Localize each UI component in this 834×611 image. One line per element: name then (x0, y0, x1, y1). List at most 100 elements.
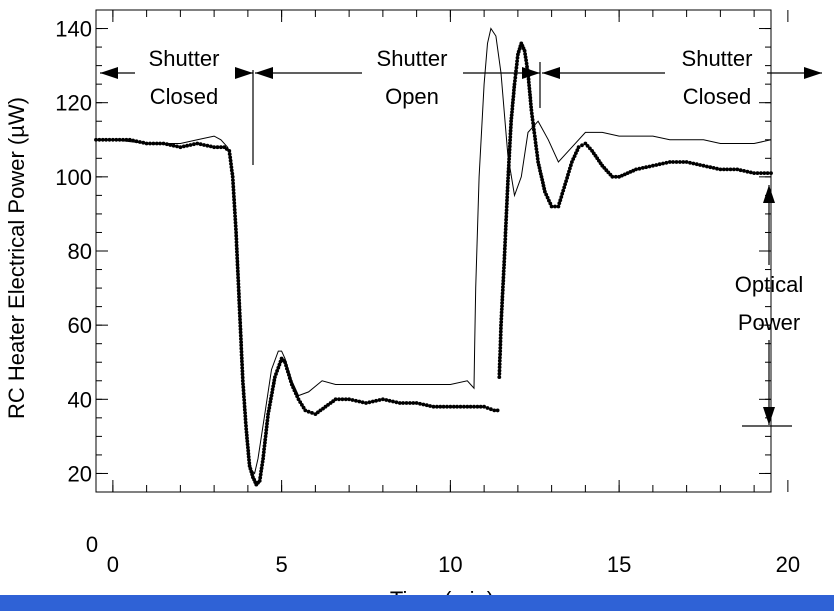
series-layer (94, 27, 773, 487)
series-point (241, 391, 246, 396)
series-point (513, 75, 518, 80)
series-point (583, 141, 588, 146)
plot-border (95, 9, 772, 493)
series-point (500, 301, 504, 305)
series-point (262, 444, 267, 448)
series-point (567, 169, 571, 174)
series-point (705, 164, 709, 169)
series-point (568, 166, 572, 171)
series-point (657, 162, 662, 167)
series-point (238, 330, 243, 335)
series-point (354, 398, 358, 403)
series-point (541, 180, 545, 185)
series-point (235, 256, 240, 261)
series-point (448, 404, 453, 409)
series-point (532, 127, 536, 132)
series-point (574, 151, 578, 156)
series-point (240, 362, 245, 367)
series-point (535, 153, 540, 158)
series-point (234, 237, 239, 241)
series-point (499, 307, 504, 312)
series-point (202, 143, 206, 147)
series-point (512, 88, 516, 93)
series-point (715, 166, 719, 171)
series-point (507, 144, 512, 149)
series-point (158, 141, 163, 146)
series-point (292, 388, 297, 393)
series-point (274, 372, 278, 376)
series-point (260, 459, 265, 464)
series-point (273, 375, 277, 379)
series-point (243, 420, 248, 425)
series-point (532, 134, 537, 139)
series-point (765, 171, 770, 176)
series-point (681, 160, 686, 164)
series-point (227, 149, 232, 153)
series-point (721, 167, 726, 172)
series-point (468, 404, 473, 409)
series-point (418, 401, 422, 406)
series-point (728, 167, 733, 172)
y-axis-ticks: 20 40 60 80 100 120 140 (55, 9, 771, 493)
annotation-shutter-closed-1-line2: Closed (150, 84, 218, 109)
series-point (208, 144, 213, 149)
series-point (508, 138, 512, 143)
series-point (168, 143, 173, 147)
series-point (337, 397, 341, 402)
y-tick-label: 20 (68, 461, 92, 486)
series-point (485, 406, 490, 410)
series-point (661, 161, 665, 166)
series-point (559, 195, 564, 199)
series-point (651, 163, 655, 168)
series-point (234, 230, 239, 235)
series-point (499, 323, 503, 328)
series-point (264, 431, 268, 436)
series-point (640, 166, 645, 170)
series-point (565, 176, 569, 180)
series-point (245, 436, 249, 441)
series-point (445, 404, 449, 409)
series-point (240, 366, 245, 370)
series-point (333, 397, 338, 402)
series-point (620, 173, 624, 178)
series-point (246, 451, 251, 456)
series-point (238, 333, 243, 338)
series-point (504, 217, 508, 222)
series-point (531, 121, 535, 125)
series-point (391, 399, 395, 404)
series-point (284, 363, 288, 368)
series-point (246, 448, 251, 453)
series-point (340, 397, 345, 402)
series-point (711, 166, 716, 170)
series-point (762, 171, 767, 176)
series-point (455, 404, 459, 409)
series-point (270, 387, 275, 392)
series-point (542, 186, 547, 191)
series-point (503, 224, 508, 229)
series-point (244, 427, 249, 431)
series-point (570, 160, 574, 164)
series-point (107, 137, 112, 142)
series-point (238, 327, 243, 332)
series-point (276, 365, 281, 370)
series-point (511, 97, 515, 102)
series-point (326, 403, 330, 407)
series-point (513, 79, 517, 83)
series-point (234, 233, 239, 238)
series-point (237, 298, 242, 303)
series-point (527, 86, 532, 91)
series-point (535, 156, 540, 161)
series-point (241, 385, 246, 390)
series-point (566, 172, 570, 177)
series-point (532, 130, 537, 135)
series-point (523, 55, 528, 59)
series-point (507, 154, 512, 158)
series-point (381, 397, 385, 402)
series-point (232, 197, 237, 202)
series-point (538, 172, 543, 176)
series-point (231, 191, 236, 196)
series-point (755, 171, 760, 176)
series-point (500, 304, 504, 308)
series-point (232, 201, 237, 205)
series-point (295, 394, 299, 399)
